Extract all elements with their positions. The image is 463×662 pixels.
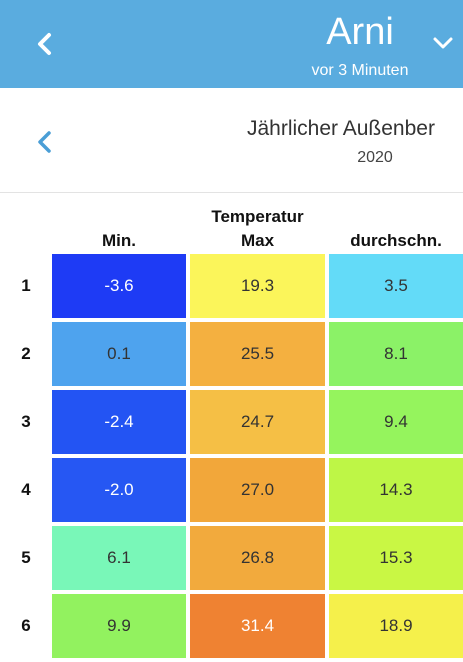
temperature-table: Temperatur Min. Max durchschn. 1 -3.6 19.3… [0, 193, 463, 662]
table-cell: 18.9 [329, 594, 463, 658]
report-header: Jährlicher Außenber 2020 [0, 88, 463, 193]
table-cell: 14.3 [329, 458, 463, 522]
column-header-max: Max [240, 231, 275, 250]
row-label: 1 [21, 276, 31, 295]
table-cell: -3.6 [52, 254, 186, 318]
back-button[interactable] [30, 26, 60, 62]
column-group-label: Temperatur [211, 207, 304, 226]
table-cell: 27.0 [190, 458, 325, 522]
table-cell: -2.4 [52, 390, 186, 454]
report-back-button[interactable] [30, 124, 60, 160]
report-year: 2020 [357, 149, 393, 166]
table-cell: 9.9 [52, 594, 186, 658]
table-cell: 15.3 [329, 526, 463, 590]
row-label: 4 [21, 480, 31, 499]
table-cell: 0.1 [52, 322, 186, 386]
table-cell: 19.3 [190, 254, 325, 318]
row-label: 5 [21, 548, 31, 567]
row-label: 2 [21, 344, 31, 363]
chevron-left-icon [38, 131, 51, 153]
table-cell: 9.4 [329, 390, 463, 454]
column-header-avg: durchschn. [350, 231, 442, 250]
table-cell: 25.5 [190, 322, 325, 386]
device-title: Arni [326, 11, 394, 53]
table-cell: 8.1 [329, 322, 463, 386]
column-header-min: Min. [102, 231, 136, 250]
dropdown-button[interactable] [428, 30, 458, 56]
app-header: Arni vor 3 Minuten [0, 0, 463, 88]
row-label: 3 [21, 412, 31, 431]
table-cell: 31.4 [190, 594, 325, 658]
chevron-left-icon [38, 33, 51, 55]
table-cell: 24.7 [190, 390, 325, 454]
table-cell: 26.8 [190, 526, 325, 590]
report-title: Jährlicher Außenber [247, 117, 435, 140]
table-cell: 6.1 [52, 526, 186, 590]
row-label: 6 [21, 616, 31, 635]
last-updated: vor 3 Minuten [311, 62, 409, 79]
table-cell: 3.5 [329, 254, 463, 318]
table-cell: -2.0 [52, 458, 186, 522]
chevron-down-icon [433, 37, 453, 49]
